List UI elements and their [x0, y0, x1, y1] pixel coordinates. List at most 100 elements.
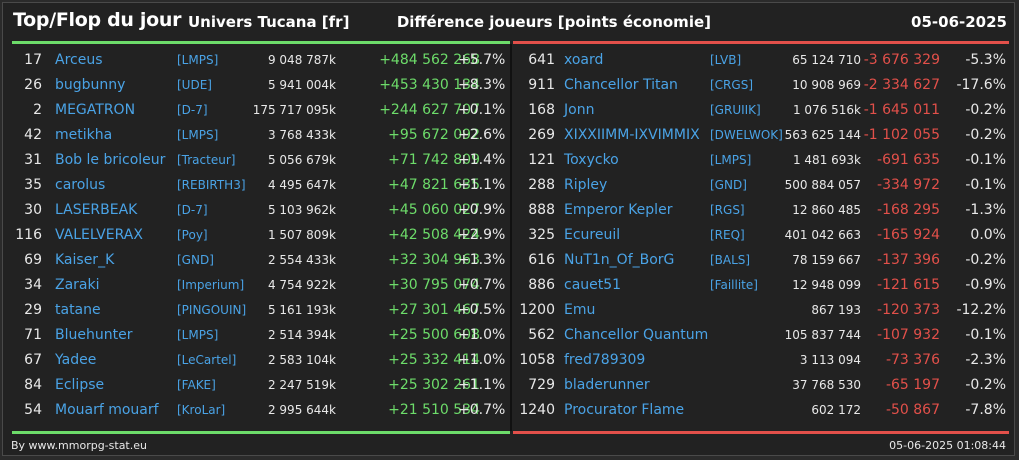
- points-cell: 37 768 530: [792, 378, 861, 392]
- date-label: 05-06-2025: [911, 13, 1007, 31]
- player-name-link[interactable]: Emperor Kepler: [564, 202, 673, 218]
- alliance-link[interactable]: [D-7]: [177, 103, 208, 117]
- alliance-link[interactable]: [LMPS]: [177, 328, 219, 342]
- player-name-link[interactable]: Ripley: [564, 177, 608, 193]
- diff-cell: +453 430 134: [379, 77, 480, 93]
- player-name-link[interactable]: Eclipse: [55, 377, 105, 393]
- player-name-link[interactable]: cauet51: [564, 277, 622, 293]
- alliance-link[interactable]: [LMPS]: [710, 153, 752, 167]
- diff-cell: -2 334 627: [863, 77, 940, 93]
- alliance-link[interactable]: [KroLar]: [177, 403, 226, 417]
- points-cell: 175 717 095k: [252, 103, 336, 117]
- player-name-link[interactable]: Chancellor Quantum: [564, 327, 709, 343]
- player-name-link[interactable]: Jonn: [564, 102, 595, 118]
- player-name-link[interactable]: metikha: [55, 127, 113, 143]
- table-row: 42 metikha [LMPS] 3 768 433k +95 672 092 +2.6…: [12, 123, 510, 148]
- alliance-link[interactable]: [GND]: [177, 253, 214, 267]
- points-cell: 5 056 679k: [267, 153, 336, 167]
- top-divider-positive: [12, 41, 510, 44]
- player-name-link[interactable]: tatane: [55, 302, 101, 318]
- rank-cell: 84: [24, 377, 42, 393]
- points-cell: 2 554 433k: [267, 253, 336, 267]
- table-row: 71 Bluehunter [LMPS] 2 514 394k +25 500 608 +…: [12, 323, 510, 348]
- points-cell: 1 076 516k: [792, 103, 861, 117]
- percent-cell: +0.1%: [458, 102, 506, 118]
- table-row: 69 Kaiser_K [GND] 2 554 433k +32 304 963 +1.3…: [12, 248, 510, 273]
- table-row: 34 Zaraki [Imperium] 4 754 922k +30 795 074 +…: [12, 273, 510, 298]
- percent-cell: +2.9%: [458, 227, 506, 243]
- diff-cell: +47 821 635: [388, 177, 480, 193]
- rank-cell: 26: [24, 77, 42, 93]
- alliance-link[interactable]: [D-7]: [177, 203, 208, 217]
- player-name-link[interactable]: Arceus: [55, 52, 103, 68]
- rank-cell: 911: [528, 77, 555, 93]
- percent-cell: +0.5%: [458, 302, 506, 318]
- player-name-link[interactable]: LASERBEAK: [55, 202, 138, 218]
- player-name-link[interactable]: xoard: [564, 52, 604, 68]
- player-name-link[interactable]: bladerunner: [564, 377, 650, 393]
- alliance-link[interactable]: [BALS]: [710, 253, 751, 267]
- alliance-link[interactable]: [Faillite]: [710, 278, 758, 292]
- points-cell: 3 768 433k: [267, 128, 336, 142]
- alliance-link[interactable]: [CRGS]: [710, 78, 753, 92]
- player-name-link[interactable]: VALELVERAX: [55, 227, 143, 243]
- alliance-link[interactable]: [PINGOUIN]: [177, 303, 247, 317]
- player-name-link[interactable]: Chancellor Titan: [564, 77, 678, 93]
- player-name-link[interactable]: Bob le bricoleur: [55, 152, 166, 168]
- table-row: 26 bugbunny [UDE] 5 941 004k +453 430 134 +8.…: [12, 73, 510, 98]
- diff-cell: +244 627 707: [379, 102, 480, 118]
- alliance-link[interactable]: [REBIRTH3]: [177, 178, 246, 192]
- player-name-link[interactable]: bugbunny: [55, 77, 126, 93]
- points-cell: 5 941 004k: [267, 78, 336, 92]
- table-row: 325 Ecureuil [REQ] 401 042 663 -165 924 0.0%: [513, 223, 1009, 248]
- player-name-link[interactable]: Ecureuil: [564, 227, 621, 243]
- alliance-link[interactable]: [DWELWOK]: [710, 128, 783, 142]
- percent-cell: +1.3%: [458, 252, 506, 268]
- player-name-link[interactable]: Yadee: [55, 352, 97, 368]
- table-row: 84 Eclipse [FAKE] 2 247 519k +25 302 261 +1.1…: [12, 373, 510, 398]
- diff-cell: -107 932: [877, 327, 940, 343]
- player-name-link[interactable]: XIXXIIMM-IXVIMMIX: [564, 127, 700, 143]
- alliance-link[interactable]: [Tracteur]: [177, 153, 236, 167]
- player-name-link[interactable]: fred789309: [564, 352, 646, 368]
- alliance-link[interactable]: [REQ]: [710, 228, 745, 242]
- alliance-link[interactable]: [LeCartel]: [177, 353, 237, 367]
- alliance-link[interactable]: [LMPS]: [177, 128, 219, 142]
- diff-cell: +27 301 467: [388, 302, 480, 318]
- diff-cell: +25 500 608: [388, 327, 480, 343]
- rank-cell: 67: [24, 352, 42, 368]
- alliance-link[interactable]: [UDE]: [177, 78, 212, 92]
- table-row: 1200 Emu 867 193 -120 373 -12.2%: [513, 298, 1009, 323]
- player-name-link[interactable]: Bluehunter: [55, 327, 133, 343]
- alliance-link[interactable]: [GND]: [710, 178, 747, 192]
- subtitle: Différence joueurs [points économie]: [396, 13, 711, 31]
- percent-cell: +1.0%: [458, 352, 506, 368]
- player-name-link[interactable]: Zaraki: [55, 277, 100, 293]
- alliance-link[interactable]: [RGS]: [710, 203, 745, 217]
- player-name-link[interactable]: Mouarf mouarf: [55, 402, 159, 418]
- percent-cell: -7.8%: [965, 402, 1006, 418]
- player-name-link[interactable]: Toxycko: [564, 152, 619, 168]
- alliance-link[interactable]: [LMPS]: [177, 53, 219, 67]
- credit-text: By www.mmorpg-stat.eu: [11, 439, 147, 452]
- diff-cell: -137 396: [877, 252, 940, 268]
- alliance-link[interactable]: [FAKE]: [177, 378, 216, 392]
- alliance-link[interactable]: [Imperium]: [177, 278, 245, 292]
- rank-cell: 71: [24, 327, 42, 343]
- alliance-link[interactable]: [LVB]: [710, 53, 742, 67]
- table-row: 121 Toxycko [LMPS] 1 481 693k -691 635 -0.1%: [513, 148, 1009, 173]
- points-cell: 5 103 962k: [267, 203, 336, 217]
- player-name-link[interactable]: Procurator Flame: [564, 402, 685, 418]
- player-name-link[interactable]: MEGATRON: [55, 102, 136, 118]
- player-name-link[interactable]: Emu: [564, 302, 596, 318]
- alliance-link[interactable]: [Poy]: [177, 228, 208, 242]
- top-divider-negative: [513, 41, 1009, 44]
- table-row: 886 cauet51 [Faillite] 12 948 099 -121 615 -0…: [513, 273, 1009, 298]
- player-name-link[interactable]: NuT1n_Of_BorG: [564, 252, 675, 268]
- alliance-link[interactable]: [GRUIIK]: [710, 103, 761, 117]
- percent-cell: +2.6%: [458, 127, 506, 143]
- points-cell: 1 507 809k: [267, 228, 336, 242]
- player-name-link[interactable]: carolus: [55, 177, 106, 193]
- player-name-link[interactable]: Kaiser_K: [55, 252, 115, 268]
- percent-cell: -0.9%: [965, 277, 1006, 293]
